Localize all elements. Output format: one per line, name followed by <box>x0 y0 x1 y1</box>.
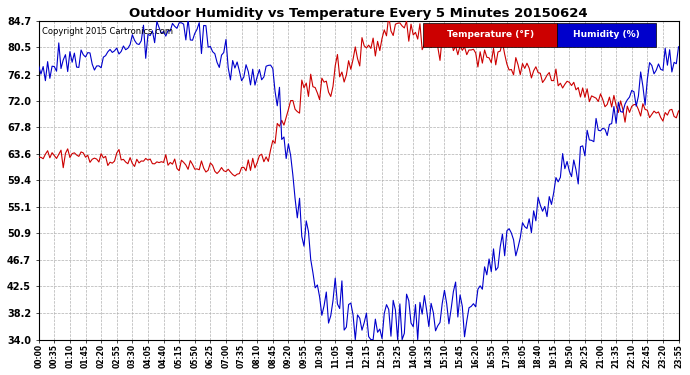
Title: Outdoor Humidity vs Temperature Every 5 Minutes 20150624: Outdoor Humidity vs Temperature Every 5 … <box>129 7 588 20</box>
Text: Copyright 2015 Cartronics.com: Copyright 2015 Cartronics.com <box>42 27 173 36</box>
Text: Temperature (°F): Temperature (°F) <box>447 30 534 39</box>
Text: Humidity (%): Humidity (%) <box>573 30 640 39</box>
FancyBboxPatch shape <box>557 23 656 46</box>
FancyBboxPatch shape <box>422 23 557 46</box>
